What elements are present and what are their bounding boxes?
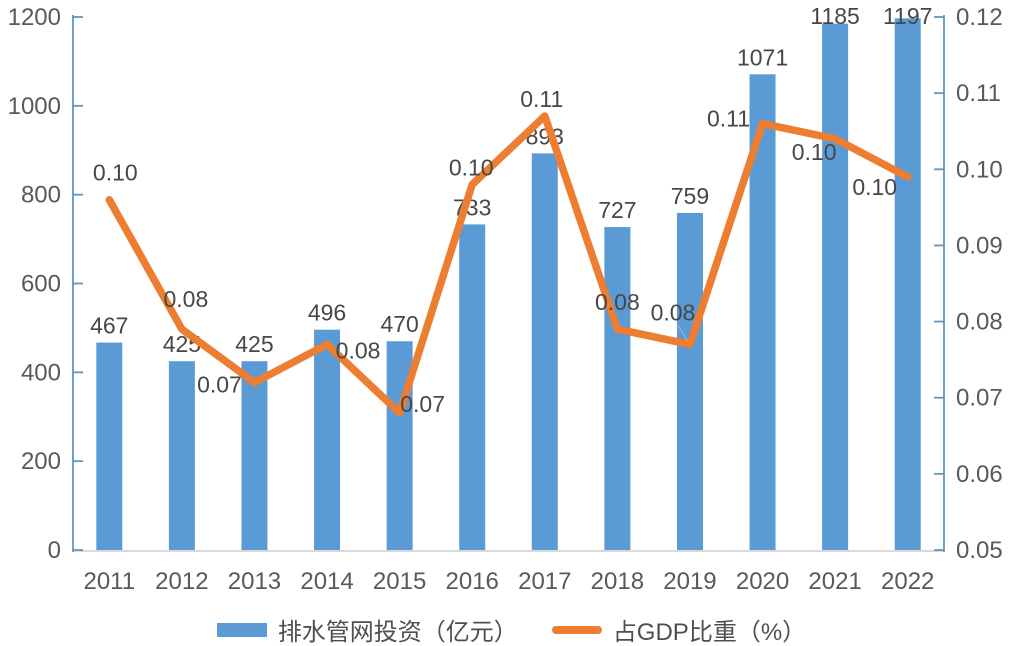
bar-value-label-2011: 467 <box>90 313 128 339</box>
x-axis-label-2016: 2016 <box>446 568 499 595</box>
right-axis-tick-label: 0.09 <box>956 232 1003 259</box>
bar-value-label-2019: 759 <box>671 183 709 209</box>
bar-2012 <box>168 361 195 550</box>
x-axis-label-2020: 2020 <box>736 568 789 595</box>
label-leader-line <box>677 325 689 342</box>
left-axis-tick-label: 600 <box>21 271 61 298</box>
x-axis-label-2013: 2013 <box>228 568 281 595</box>
line-value-label-2015: 0.07 <box>400 391 445 417</box>
bar-value-label-2014: 496 <box>308 300 346 326</box>
left-axis-tick-label: 800 <box>21 182 61 209</box>
legend-line-swatch <box>551 625 602 634</box>
left-axis-tick-label: 1000 <box>8 93 61 120</box>
legend: 排水管网投资（亿元） 占GDP比重（%） <box>0 612 1023 646</box>
left-axis-tick-label: 400 <box>21 359 61 386</box>
legend-item-line: 占GDP比重（%） <box>551 612 807 646</box>
line-value-label-2014: 0.08 <box>336 337 381 363</box>
bar-value-label-2018: 727 <box>598 197 636 223</box>
bar-value-label-2013: 425 <box>235 331 273 357</box>
bar-2016 <box>459 224 486 550</box>
line-value-label-2013: 0.07 <box>197 371 242 397</box>
x-axis-label-2011: 2011 <box>83 568 135 595</box>
right-axis-tick-label: 0.11 <box>956 80 1001 107</box>
line-value-label-2011: 0.10 <box>93 160 138 186</box>
line-value-label-2020: 0.11 <box>707 106 750 132</box>
right-axis-tick-label: 0.10 <box>956 156 1003 183</box>
right-axis-tick-label: 0.08 <box>956 309 1003 336</box>
legend-bar-swatch <box>216 622 267 637</box>
bar-2022 <box>894 18 921 550</box>
bar-2013 <box>241 361 268 550</box>
bar-2014 <box>314 329 341 550</box>
right-axis-tick-label: 0.06 <box>956 461 1003 488</box>
x-axis-label-2019: 2019 <box>663 568 716 595</box>
right-axis-tick-label: 0.12 <box>956 4 1003 31</box>
legend-bar-label: 排水管网投资（亿元） <box>277 619 518 646</box>
line-value-label-2019: 0.08 <box>651 299 696 325</box>
bar-value-label-2015: 470 <box>380 311 418 337</box>
x-axis-label-2022: 2022 <box>881 568 934 595</box>
bar-2021 <box>822 23 849 551</box>
legend-item-bars: 排水管网投资（亿元） <box>216 612 518 646</box>
bar-2018 <box>604 227 631 551</box>
line-value-label-2016: 0.10 <box>449 155 494 181</box>
legend-line-label: 占GDP比重（%） <box>612 619 807 646</box>
line-value-label-2018: 0.08 <box>595 289 640 315</box>
x-axis-label-2017: 2017 <box>518 568 571 595</box>
x-axis-label-2015: 2015 <box>373 568 426 595</box>
bar-2017 <box>531 153 558 550</box>
line-value-label-2021: 0.10 <box>792 139 837 165</box>
line-value-label-2022: 0.10 <box>852 174 897 200</box>
left-axis-tick-label: 200 <box>21 448 61 475</box>
bar-value-label-2020: 1071 <box>737 44 788 70</box>
x-axis-label-2018: 2018 <box>591 568 644 595</box>
right-axis-tick-label: 0.05 <box>956 537 1003 564</box>
gdp-share-line <box>105 112 912 417</box>
bar-value-label-2021: 1185 <box>810 3 859 29</box>
x-axis-label-2021: 2021 <box>808 568 861 595</box>
bar-2019 <box>676 212 703 550</box>
left-axis-tick-label: 1200 <box>8 4 61 31</box>
line-value-label-2012: 0.08 <box>163 286 208 312</box>
x-axis-label-2012: 2012 <box>155 568 208 595</box>
bar-2011 <box>96 342 123 550</box>
bar-value-label-2022: 1197 <box>883 3 932 29</box>
right-axis-tick-label: 0.07 <box>956 385 1003 412</box>
x-axis-label-2014: 2014 <box>300 568 353 595</box>
left-axis-tick-label: 0 <box>48 537 61 564</box>
line-value-label-2017: 0.11 <box>520 86 563 112</box>
